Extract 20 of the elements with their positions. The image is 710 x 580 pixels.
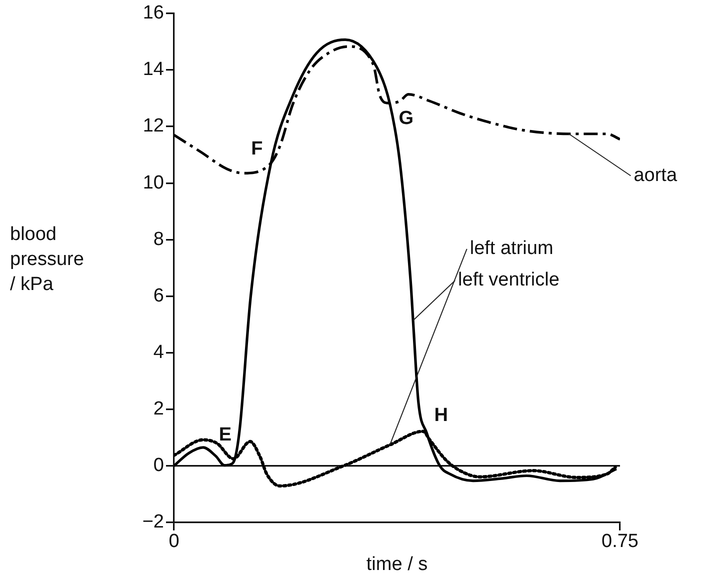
y-tick-label: 12	[142, 116, 164, 137]
text: left ventricle	[458, 270, 560, 291]
annotation: F	[251, 138, 263, 160]
y-tick-label: 0	[153, 455, 164, 476]
annotation: E	[218, 424, 232, 446]
annotation: H	[434, 405, 448, 426]
y-tick-label: −2	[142, 512, 164, 533]
y-tick-label: 4	[153, 342, 164, 363]
y-tick-label: 16	[142, 2, 164, 24]
x-tick-label: 0.75	[602, 531, 638, 552]
y-tick-label: 8	[153, 228, 164, 250]
y-tick-label: 6	[153, 285, 164, 306]
x-axis-title: time / s	[366, 554, 428, 575]
series-label: aorta	[634, 164, 678, 186]
y-axis-title: blood pressure / kPa	[10, 223, 85, 297]
text: left atrium	[470, 238, 554, 260]
y-tick-label: 14	[142, 59, 164, 80]
y-tick-label: 10	[142, 172, 164, 194]
y-tick-label: 2	[153, 398, 164, 420]
annotation: G	[398, 108, 414, 130]
